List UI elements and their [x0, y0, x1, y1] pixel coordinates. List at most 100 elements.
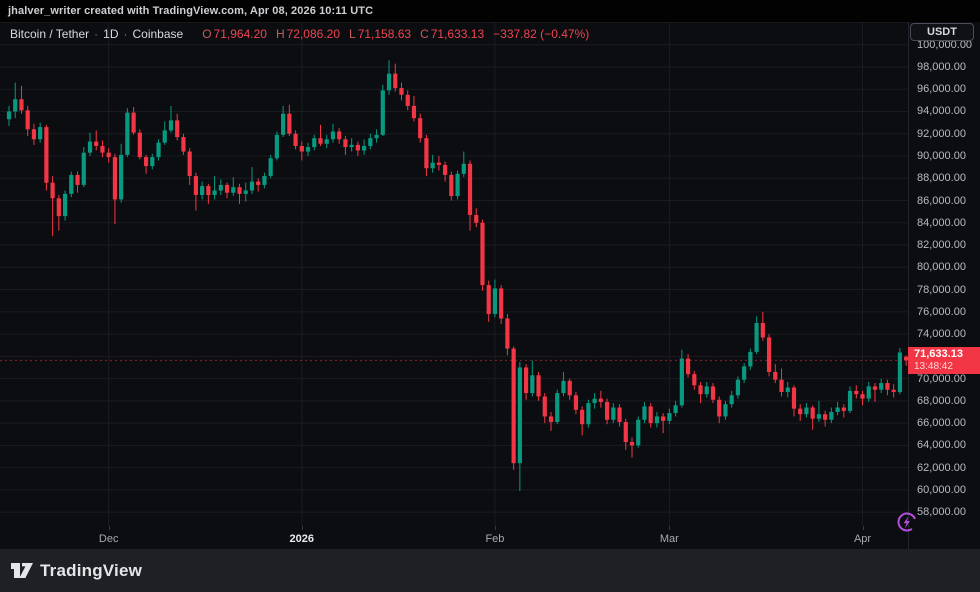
- candle-body: [617, 407, 622, 423]
- low-value: 71,158.63: [357, 27, 412, 41]
- boost-lightning-icon[interactable]: [896, 511, 918, 533]
- price-tick-label: 96,000.00: [917, 83, 966, 96]
- time-axis-label: Feb: [485, 533, 505, 545]
- candle-body: [418, 118, 423, 139]
- candle-body: [623, 422, 628, 443]
- price-tick-label: 84,000.00: [917, 216, 966, 229]
- candle-body: [106, 152, 111, 158]
- candle-body: [31, 129, 37, 140]
- candle-body: [729, 395, 734, 405]
- candle-body: [798, 408, 803, 415]
- close-letter: C: [420, 27, 429, 41]
- candle-body: [592, 398, 597, 404]
- candle-body: [766, 337, 772, 372]
- candle-body: [573, 395, 579, 410]
- exchange-label[interactable]: Coinbase: [132, 27, 184, 41]
- tradingview-brand-text[interactable]: TradingView: [40, 560, 143, 580]
- price-tick-label: 74,000.00: [917, 328, 966, 341]
- time-axis-tick: [862, 526, 864, 530]
- candle-body: [374, 134, 379, 139]
- price-tick-label: 90,000.00: [917, 150, 966, 162]
- candle-body: [256, 181, 261, 185]
- time-axis-tick: [494, 526, 496, 530]
- candle-body: [137, 132, 142, 158]
- candle-body: [399, 88, 404, 95]
- price-tick-label: 60,000.00: [917, 483, 966, 496]
- candle-body: [62, 193, 68, 217]
- candle-body: [847, 390, 853, 411]
- candle-body: [6, 111, 12, 120]
- candle-body: [555, 393, 560, 423]
- price-axis[interactable]: 100,000.00 98,000.00 96,000.00 94,000.00 92,…: [908, 22, 980, 549]
- candle-body: [368, 138, 373, 146]
- candle-body: [175, 120, 180, 138]
- candle-body: [231, 187, 236, 193]
- price-tick-label: 64,000.00: [917, 439, 966, 452]
- attribution-bar: jhalver_writer created with TradingView.…: [0, 0, 980, 23]
- candle-body: [717, 399, 722, 417]
- candle-body: [523, 367, 529, 394]
- candle-body: [318, 138, 323, 144]
- price-tick-label: 88,000.00: [917, 172, 966, 185]
- price-tick-label: 66,000.00: [917, 417, 966, 430]
- candle-body: [281, 113, 286, 135]
- price-tick-label: 62,000.00: [917, 461, 966, 474]
- candle-body: [168, 120, 174, 131]
- time-axis[interactable]: Dec 2026 Feb Mar Apr: [0, 526, 908, 549]
- price-tick-label: 78,000.00: [917, 283, 966, 296]
- time-axis-label: Mar: [659, 533, 679, 545]
- candlestick-chart[interactable]: [0, 22, 908, 526]
- candle-body: [19, 99, 24, 111]
- candle-body: [841, 407, 846, 411]
- candle-body: [679, 358, 684, 406]
- candle-body: [642, 406, 647, 420]
- candle-body: [542, 396, 547, 417]
- candle-body: [218, 184, 223, 191]
- candle-body: [467, 163, 473, 215]
- candle-body: [13, 99, 18, 112]
- candle-body: [299, 145, 304, 152]
- tradingview-logo-icon[interactable]: [11, 562, 33, 579]
- price-tick-label: 86,000.00: [917, 194, 966, 207]
- candle-body: [50, 182, 55, 199]
- currency-toggle-button[interactable]: USDT: [910, 23, 974, 41]
- candle-body: [835, 407, 840, 412]
- time-axis-label: Dec: [98, 533, 119, 545]
- candle-body: [654, 416, 660, 424]
- candle-body: [193, 176, 198, 195]
- candle-body: [804, 407, 809, 415]
- chart-pane[interactable]: Bitcoin / Tether · 1D · Coinbase O 71,964.20 H 7…: [0, 22, 908, 526]
- candle-body: [698, 385, 703, 395]
- candle-body: [505, 318, 510, 349]
- candle-body: [343, 139, 348, 148]
- candle-body: [860, 394, 865, 399]
- legend: Bitcoin / Tether · 1D · Coinbase O 71,964.20 H 7…: [10, 27, 589, 41]
- price-tick-label: 98,000.00: [917, 60, 966, 73]
- candle-body: [735, 379, 741, 396]
- candle-body: [156, 142, 161, 158]
- footer-bar: TradingView: [0, 549, 980, 592]
- candle-body: [262, 176, 267, 185]
- candle-body: [386, 73, 392, 91]
- candle-body: [312, 138, 317, 148]
- candle-body: [791, 387, 797, 409]
- candle-body: [187, 151, 192, 177]
- candle-body: [75, 174, 80, 185]
- price-tick-label: 76,000.00: [917, 305, 966, 318]
- candle-body: [455, 173, 460, 197]
- candle-body: [567, 380, 572, 396]
- candle-body: [268, 158, 273, 177]
- candle-body: [785, 387, 790, 392]
- candle-body: [125, 112, 130, 155]
- price-tick-label: 92,000.00: [917, 127, 966, 140]
- candle-body: [337, 131, 342, 140]
- candle-body: [891, 389, 896, 392]
- candle-body: [293, 133, 298, 146]
- candle-body: [866, 386, 871, 399]
- candle-body: [492, 288, 498, 315]
- candle-body: [897, 352, 902, 392]
- interval-label[interactable]: 1D: [103, 27, 119, 41]
- symbol-name[interactable]: Bitcoin / Tether: [10, 27, 90, 41]
- candle-body: [604, 401, 610, 420]
- lightning-bolt-glyph: [903, 516, 910, 529]
